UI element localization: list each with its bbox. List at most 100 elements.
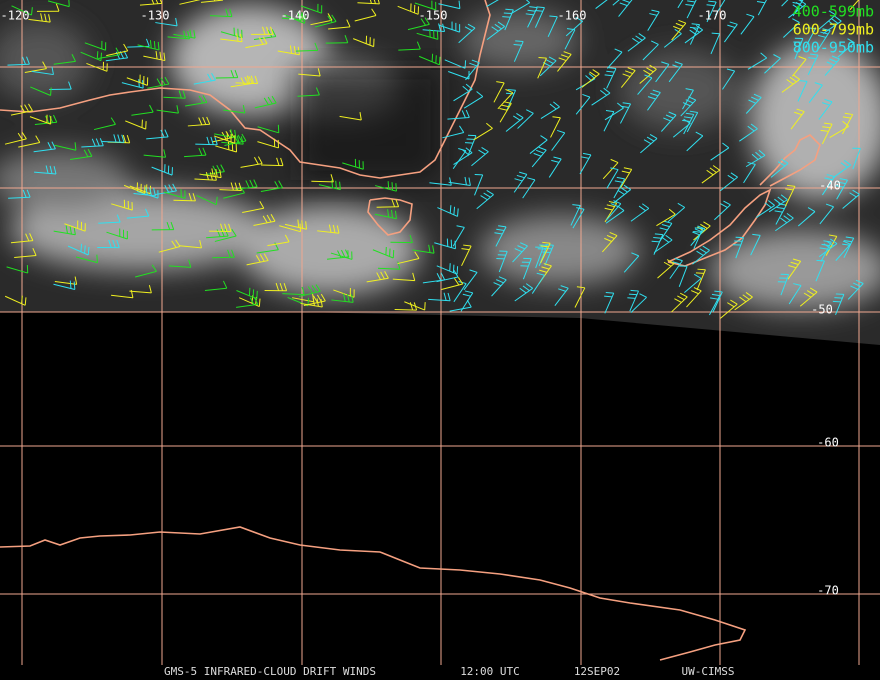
barb-staff [453,283,467,303]
barb-staff [407,23,430,31]
barb-flag [442,23,446,32]
barb-flag [240,33,243,42]
barb-flag [480,195,488,201]
wind-barb [522,177,536,199]
wind-barb [146,129,169,140]
barb-flag [47,142,52,150]
barb-staff [604,292,615,314]
wind-barb [655,61,670,83]
barb-flag [213,172,217,181]
barb-staff [557,54,572,72]
longitude-label: -120 [1,9,30,23]
barb-flag [730,172,738,178]
barb-staff [215,145,237,153]
wind-barb [18,135,41,148]
barb-staff [627,37,646,52]
barb-staff [34,171,57,175]
barb-flag [688,96,696,101]
barb-flag [548,56,557,62]
barb-staff [129,290,152,294]
barb-flag [24,104,30,112]
barb-staff [723,23,738,43]
wind-barb [428,292,451,302]
wind-barb [199,168,222,179]
barb-staff [236,290,257,300]
wind-barb [111,199,133,211]
barb-flag [394,210,397,219]
wind-barb [775,212,794,232]
barb-staff [70,155,92,161]
wind-barb [376,199,400,208]
barb-staff [551,132,566,151]
barb-flag [540,245,549,248]
wind-barb [808,82,823,104]
barb-flag [465,109,470,118]
barb-flag [80,243,83,252]
barb-flag [454,278,460,286]
barb-flag [447,292,451,301]
barb-flag [538,56,547,59]
barb-staff [842,193,860,209]
barb-flag [457,277,464,285]
barb-flag [552,116,561,119]
wind-barb [53,280,76,290]
barb-flag [558,57,567,62]
wind-barb [499,101,512,123]
barb-flag [610,203,619,208]
barb-staff [206,235,229,239]
barb-flag [21,295,23,304]
footer-text: UW-CIMSS [682,665,735,678]
wind-barb [33,141,56,153]
barb-flag [350,294,354,303]
barb-staff [30,86,51,96]
barb-flag [712,165,720,171]
barb-flag [320,299,323,308]
wind-barb [656,208,676,227]
barb-flag [344,35,349,43]
wind-barb [604,102,624,121]
barb-flag [476,91,484,97]
barb-flag [525,13,534,16]
barb-flag [230,182,234,191]
barb-flag [220,164,225,172]
barb-staff [668,63,683,83]
barb-flag [789,76,797,83]
barb-staff [135,270,157,278]
wind-barb [173,29,196,39]
barb-flag [693,287,702,292]
barb-staff [794,38,804,60]
wind-barb [352,35,375,48]
barb-staff [708,295,721,316]
wind-barb [354,8,377,22]
barb-staff [260,187,283,193]
barb-staff [780,274,790,296]
barb-flag [604,207,613,211]
barb-staff [799,291,818,307]
barb-flag [240,136,244,145]
barb-staff [606,51,623,69]
barb-flag [459,125,465,133]
barb-staff [692,249,710,265]
wind-barb [647,89,661,111]
barb-staff [612,0,620,6]
barb-flag [22,189,27,198]
wind-barb [86,61,108,72]
barb-flag [182,90,186,99]
wind-barb [603,109,615,132]
barb-staff [163,96,186,99]
wind-barb [819,203,834,225]
barb-flag [780,194,788,201]
barb-staff [787,260,802,280]
wind-barb [125,119,147,130]
wind-barb [126,74,149,86]
wind-barb [471,147,489,167]
barb-staff [214,235,237,242]
barb-flag [331,179,334,188]
barb-flag [777,161,786,167]
barb-flag [785,188,794,191]
barb-staff [504,9,514,31]
barb-flag [646,136,655,142]
barb-flag [145,187,148,196]
wind-barb [540,101,560,120]
clouds [0,5,880,310]
